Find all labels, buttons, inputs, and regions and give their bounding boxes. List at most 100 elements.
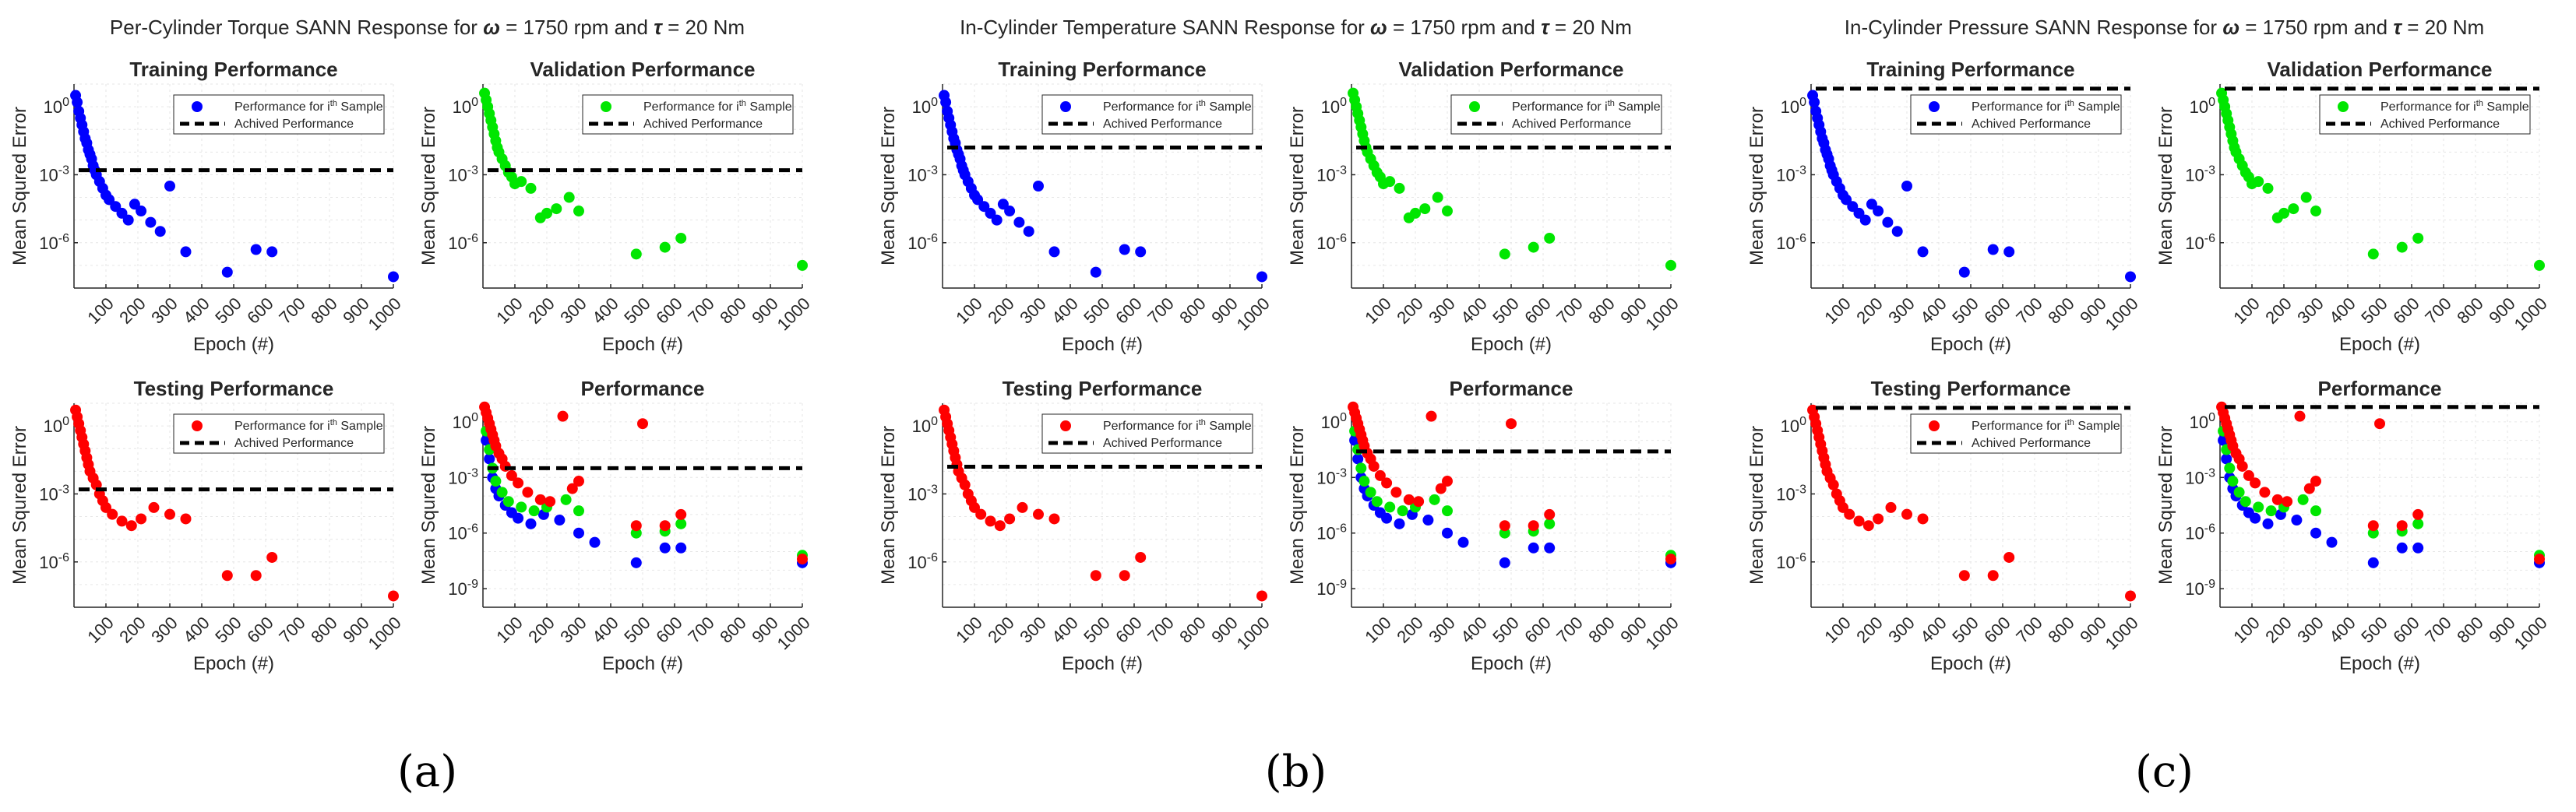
x-axis-label: Epoch (#) (1062, 334, 1143, 355)
legend-marker (2338, 101, 2349, 112)
subplot-training-performance: 100200300400500600700800900100010010-310… (9, 58, 405, 355)
data-point (1544, 518, 1556, 529)
series-testing (1348, 401, 1676, 565)
legend-label-achieved: Achived Performance (2380, 118, 2500, 131)
x-tick-label: 500 (1948, 294, 1982, 328)
data-point (1048, 246, 1060, 258)
data-point (1033, 181, 1044, 192)
y-tick-label: 10-6 (1776, 232, 1806, 253)
x-tick-label: 600 (1980, 613, 2014, 647)
data-point (2243, 469, 2254, 481)
data-point (72, 97, 83, 108)
y-tick-label: 10-3 (1776, 163, 1806, 185)
data-point (1013, 216, 1025, 228)
x-tick-label: 100 (492, 294, 527, 328)
data-point (2534, 554, 2545, 565)
data-point (797, 554, 808, 565)
data-point (994, 520, 1006, 532)
y-tick-label: 100 (453, 96, 478, 117)
data-point (506, 469, 517, 481)
panel-c: In-Cylinder Pressure SANN Response for ω… (1746, 16, 2551, 797)
data-point (1987, 244, 1999, 255)
panel-title: In-Cylinder Pressure SANN Response for ω… (1845, 16, 2484, 39)
x-axis-label: Epoch (#) (1062, 653, 1143, 674)
x-tick-label: 200 (524, 294, 559, 328)
series-performance-for-i-th-sample (479, 87, 808, 271)
y-tick-label: 10-3 (2185, 163, 2215, 185)
data-point (1665, 554, 1676, 565)
panel-title: In-Cylinder Temperature SANN Response fo… (960, 16, 1632, 39)
data-point (2412, 518, 2424, 529)
data-point (1004, 206, 1016, 217)
x-tick-label: 800 (1584, 613, 1619, 647)
series-training (2218, 434, 2545, 568)
x-tick-label: 1000 (774, 294, 814, 334)
data-point (1381, 477, 1393, 489)
y-axis-label: Mean Squred Error (2155, 426, 2176, 585)
x-tick-label: 800 (307, 294, 341, 328)
y-axis-label: Mean Squred Error (9, 107, 30, 265)
data-point (513, 512, 524, 524)
data-point (164, 181, 175, 192)
legend-label-sample: Performance for ith Sample (1103, 418, 1252, 433)
x-tick-label: 400 (1457, 613, 1491, 647)
data-point (659, 520, 671, 532)
data-point (2300, 192, 2312, 203)
y-axis-label: Mean Squred Error (2155, 107, 2176, 265)
data-point (1866, 199, 1877, 210)
data-point (985, 515, 996, 527)
legend-label-achieved: Achived Performance (643, 118, 763, 131)
data-point (180, 246, 192, 258)
data-point (1397, 505, 1408, 517)
legend-box (1041, 413, 1253, 454)
subplot-title: Performance (1450, 377, 1573, 400)
x-tick-label: 600 (1521, 613, 1555, 647)
data-point (2239, 496, 2251, 508)
x-tick-label: 800 (307, 613, 341, 647)
data-point (164, 508, 175, 520)
y-axis-label: Mean Squred Error (418, 426, 439, 585)
x-tick-label: 500 (1489, 613, 1523, 647)
x-tick-label: 200 (984, 613, 1018, 647)
x-tick-label: 500 (2357, 294, 2391, 328)
y-tick-label: 100 (2190, 96, 2215, 117)
data-point (2282, 496, 2293, 508)
data-point (148, 501, 160, 513)
data-point (534, 494, 546, 505)
x-tick-label: 200 (524, 613, 559, 647)
data-point (1838, 501, 1848, 513)
data-point (1665, 259, 1676, 271)
data-point (1506, 418, 1517, 430)
x-tick-label: 600 (243, 613, 277, 647)
series-performance-for-i-th-sample (1807, 90, 2136, 283)
y-axis-label: Mean Squred Error (9, 426, 30, 585)
x-tick-label: 1000 (365, 613, 405, 653)
y-tick-label: 10-3 (448, 466, 478, 487)
data-point (997, 199, 1009, 210)
x-tick-label: 200 (1393, 613, 1427, 647)
subplot-testing-performance: 100200300400500600700800900100010010-310… (9, 377, 405, 674)
x-tick-label: 700 (1144, 613, 1178, 647)
legend-label-sample: Performance for ith Sample (234, 418, 383, 433)
legend-marker (192, 101, 203, 112)
data-point (630, 248, 642, 260)
data-point (266, 246, 278, 258)
y-tick-label: 10-6 (448, 232, 478, 253)
data-point (1358, 476, 1370, 487)
x-axis-label: Epoch (#) (1930, 653, 2011, 674)
data-point (1425, 410, 1437, 422)
data-point (1859, 214, 1871, 226)
data-point (496, 487, 508, 498)
data-point (2294, 410, 2306, 422)
data-point (221, 266, 233, 278)
x-axis-label: Epoch (#) (193, 653, 274, 674)
data-point (2233, 487, 2245, 498)
x-tick-label: 700 (2012, 613, 2046, 647)
data-point (566, 483, 578, 494)
x-tick-label: 300 (2293, 613, 2328, 647)
x-axis-label: Epoch (#) (1471, 653, 1552, 674)
data-point (573, 527, 584, 539)
data-point (969, 501, 980, 513)
legend-box (1910, 94, 2122, 135)
data-point (116, 207, 128, 219)
